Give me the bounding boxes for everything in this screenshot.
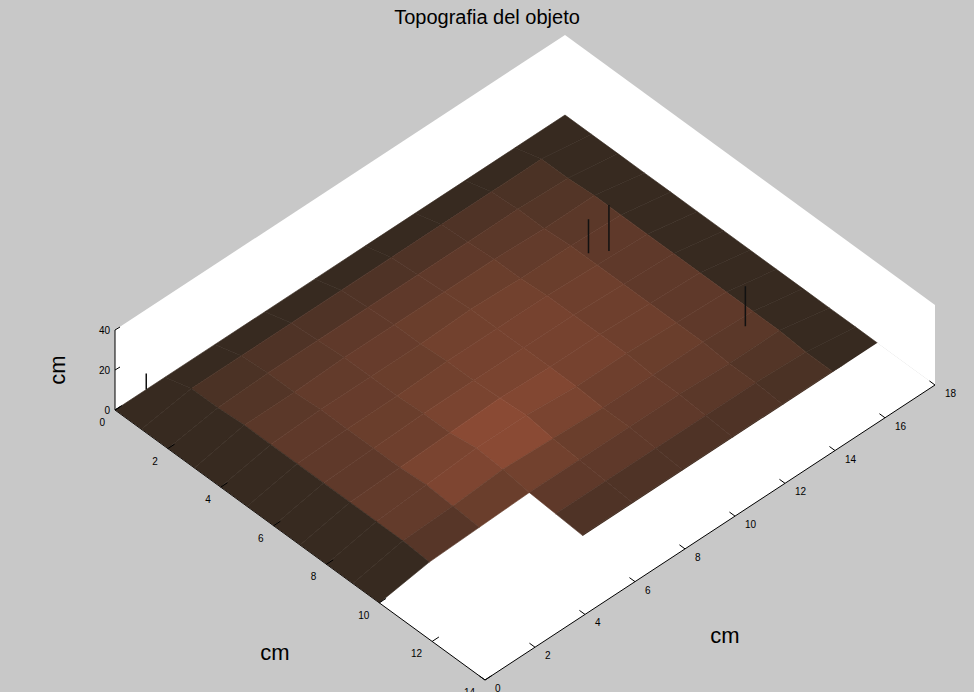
back-pane — [115, 35, 565, 410]
y-tick — [729, 512, 735, 516]
y-tick — [679, 545, 685, 549]
y-tick-label: 0 — [495, 683, 501, 692]
surface-cell — [682, 437, 759, 489]
surface-cell — [659, 489, 735, 549]
x-tick-label: 6 — [258, 533, 264, 544]
surface-cell — [609, 522, 685, 582]
x-tick-label: 14 — [464, 687, 476, 692]
spike — [146, 374, 148, 390]
surface-cell — [732, 404, 809, 456]
spike — [745, 286, 747, 326]
x-tick-label: 0 — [99, 417, 105, 428]
y-axis-title: cm — [710, 623, 739, 648]
z-tick-label: 20 — [99, 365, 111, 376]
x-tick — [326, 560, 333, 564]
x-tick-label: 8 — [311, 571, 317, 582]
axes — [115, 35, 935, 680]
figure: 0 2 4 6 8 10 12 14 0 2 4 6 8 10 12 14 16 18 0 20 40 cm cm cm Top… — [0, 0, 974, 692]
z-tick — [115, 367, 120, 370]
x-tick-label: 2 — [152, 456, 158, 467]
title: Topografia del objeto — [394, 6, 580, 28]
floor-pane — [115, 115, 935, 680]
surface-cell — [582, 502, 659, 554]
y-tick-label: 14 — [845, 454, 857, 465]
spike — [588, 219, 590, 253]
x-tick-label: 12 — [411, 648, 423, 659]
x-tick — [274, 521, 281, 525]
y-tick — [929, 381, 935, 385]
y-axis-line — [485, 385, 935, 680]
z-tick-label: 0 — [104, 405, 110, 416]
y-tick — [829, 447, 835, 451]
y-tick — [629, 578, 635, 582]
y-tick-label: 16 — [895, 421, 907, 432]
x-tick — [221, 483, 228, 487]
surface-cell — [832, 346, 909, 390]
z-tick — [115, 407, 120, 410]
y-tick-label: 12 — [795, 486, 807, 497]
z-tick-label: 40 — [99, 325, 111, 336]
y-tick-label: 6 — [645, 585, 651, 596]
surface-cell — [353, 541, 429, 603]
y-tick — [779, 479, 785, 483]
surface-cell — [556, 481, 632, 535]
x-tick — [485, 676, 492, 680]
x-tick — [115, 406, 122, 410]
y-tick-label: 18 — [945, 388, 957, 399]
y-tick — [579, 610, 585, 614]
background — [0, 0, 974, 692]
x-tick-label: 4 — [205, 494, 211, 505]
x-tick-label: 10 — [358, 610, 370, 621]
surface-cell — [859, 366, 935, 418]
y-tick-label: 10 — [745, 519, 757, 530]
x-tick — [168, 444, 175, 448]
y-tick — [879, 414, 885, 418]
y-tick-label: 2 — [545, 650, 551, 661]
y-tick — [479, 676, 485, 680]
back-pane — [565, 35, 935, 385]
y-tick-label: 8 — [695, 552, 701, 563]
y-tick — [529, 643, 535, 647]
z-axis-title: cm — [45, 355, 70, 384]
y-tick-label: 4 — [595, 617, 601, 628]
surface-cell — [759, 423, 835, 483]
surface-cell — [809, 391, 885, 451]
x-tick — [432, 637, 439, 641]
x-tick — [379, 598, 386, 602]
ticks: 0 2 4 6 8 10 12 14 0 2 4 6 8 10 12 14 16 18 0 20 40 — [99, 325, 957, 692]
spike — [608, 205, 610, 251]
z-tick — [115, 327, 120, 330]
x-axis-title: cm — [260, 640, 289, 665]
surface-cell — [709, 456, 785, 516]
surface-cell — [632, 470, 709, 522]
surface — [115, 115, 935, 603]
surface-cell — [782, 371, 859, 423]
